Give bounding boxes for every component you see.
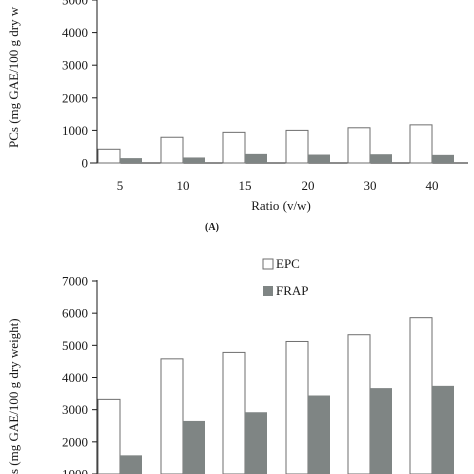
panel-a-bar-series1-30 [347,127,371,164]
panel-a-bars [97,124,454,164]
panel-b: EPC FRAP s (mg GAE/100 g dry weight) 100… [6,256,454,474]
panel-a-bar-series1-15 [222,131,246,164]
panel-a-y-tick-label: 3000 [62,58,88,73]
panel-a-bar-series2-5 [120,158,142,163]
panel-b-y-tick-label: 7000 [62,274,88,289]
panel-b-bar-series1-10 [160,358,184,474]
legend-label-frap: FRAP [276,283,309,298]
panel-b-y-tick-label: 2000 [62,434,88,449]
panel-b-y-axis-title: s (mg GAE/100 g dry weight) [6,318,21,474]
panel-a-bar-series2-10 [183,157,205,163]
panel-b-bar-series1-15 [222,351,246,474]
panel-a-y-tick-label: 4000 [62,25,88,40]
panel-b-bar-series1-5 [97,398,121,474]
panel-a-bar-series2-15 [245,153,267,163]
panel-a-y-tick-label: 5000 [62,0,88,8]
panel-b-bar-series2-40 [432,385,454,474]
panel-b-bar-series2-5 [120,455,142,474]
panel-a-x-tick-label: 15 [239,178,252,193]
panel-b-bar-series1-40 [409,317,433,474]
panel-b-bar-series1-20 [285,340,309,474]
panel-b-bar-series2-30 [370,388,392,474]
panel-a-x-tick-label: 10 [177,178,190,193]
panel-a-bar-series1-40 [409,124,433,164]
panel-b-bars [97,317,454,474]
panel-a-bar-series2-20 [308,154,330,163]
panel-a-y-tick-label: 0 [82,156,89,171]
panel-a-bar-series2-40 [432,154,454,163]
panel-a-x-tick-label: 20 [302,178,315,193]
legend-swatch-frap [263,286,273,296]
panel-a-x-tick-label: 30 [364,178,377,193]
panel-a-bar-series1-10 [160,136,184,164]
panel-b-bar-series2-20 [308,395,330,474]
panel-a-bar-series1-20 [285,129,309,164]
panel-b-y-tick-label: 6000 [62,306,88,321]
panel-b-y-tick-label: 5000 [62,338,88,353]
panel-b-y-tick-label: 4000 [62,370,88,385]
panel-a-label: (A) [205,222,219,233]
panel-a-y-ticks: 0 1000 2000 3000 4000 5000 [62,0,97,171]
panel-a-x-axis-title: Ratio (v/w) [251,198,311,213]
panel-b-y-tick-label: 1000 [62,467,88,474]
panel-b-y-ticks: 1000 2000 3000 4000 5000 6000 7000 [62,274,97,474]
panel-a-y-tick-label: 2000 [62,90,88,105]
panel-a-y-tick-label: 1000 [62,123,88,138]
panel-a-bar-series1-5 [97,148,121,164]
legend: EPC FRAP [262,256,309,298]
panel-a: PCs (mg GAE/100 g dry w 0100020003000400… [6,0,468,233]
panel-a-x-tick-label: 5 [117,178,124,193]
panel-a-bar-series2-30 [370,154,392,163]
legend-label-epc: EPC [276,256,300,271]
legend-swatch-epc [262,258,274,270]
panel-b-y-tick-label: 3000 [62,402,88,417]
panel-a-x-ticks: 5 10 15 20 30 40 [117,178,439,193]
panel-b-bar-series1-30 [347,334,371,474]
panel-a-y-axis-title: PCs (mg GAE/100 g dry w [6,6,21,148]
panel-a-x-tick-label: 40 [426,178,439,193]
panel-b-bar-series2-15 [245,412,267,474]
panel-b-bar-series2-10 [183,420,205,474]
